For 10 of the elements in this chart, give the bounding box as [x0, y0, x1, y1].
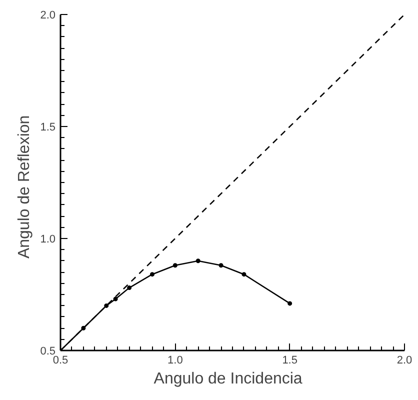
x-tick-label: 0.5: [52, 354, 68, 366]
y-tick-label: 0.5: [40, 346, 56, 358]
x-tick-label: 1.5: [282, 354, 298, 366]
y-axis-title: Angulo de Reflexion: [16, 115, 34, 259]
y-tick-label: 1.0: [40, 234, 56, 246]
y-tick-label: 2.0: [40, 10, 56, 22]
y-tick-label: 1.5: [40, 122, 56, 134]
x-tick-label: 2.0: [396, 354, 412, 366]
x-axis-title: Angulo de Incidencia: [154, 370, 302, 388]
x-tick-label: 1.0: [168, 354, 183, 366]
